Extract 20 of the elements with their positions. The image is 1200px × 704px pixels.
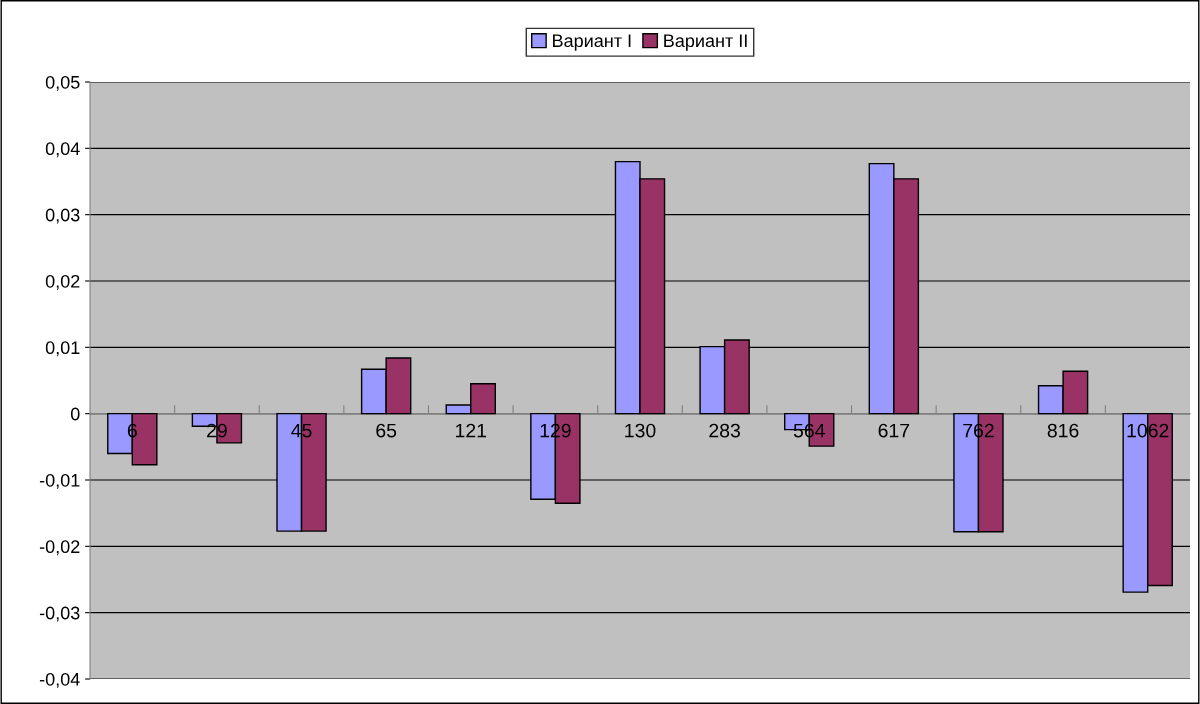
x-tick-label: 283 — [709, 423, 740, 438]
y-tick-label: 0,02 — [45, 274, 80, 290]
y-tick-label: -0,03 — [39, 606, 80, 622]
x-tick-label: 1062 — [1127, 423, 1169, 438]
y-tick-label: 0,05 — [45, 75, 80, 91]
y-tick-label: 0 — [70, 407, 80, 421]
y-tick-label: 0,03 — [45, 208, 80, 224]
x-tick-label: 617 — [878, 423, 910, 438]
y-tick-label: -0,02 — [39, 540, 80, 556]
y-tick-label: -0,01 — [39, 473, 80, 489]
y-tick-label: -0,04 — [39, 672, 80, 688]
x-tick-label: 816 — [1047, 423, 1079, 438]
y-tick-label: 0,01 — [45, 341, 80, 357]
x-tick-label: 130 — [625, 423, 656, 438]
y-tick-label: 0,04 — [45, 142, 80, 158]
legend-label: Вариант I — [553, 34, 631, 51]
legend-label: Вариант II — [664, 34, 747, 51]
x-tick-label: 29 — [207, 423, 227, 438]
x-tick-label: 121 — [456, 423, 487, 438]
x-tick-label: 65 — [376, 423, 397, 438]
